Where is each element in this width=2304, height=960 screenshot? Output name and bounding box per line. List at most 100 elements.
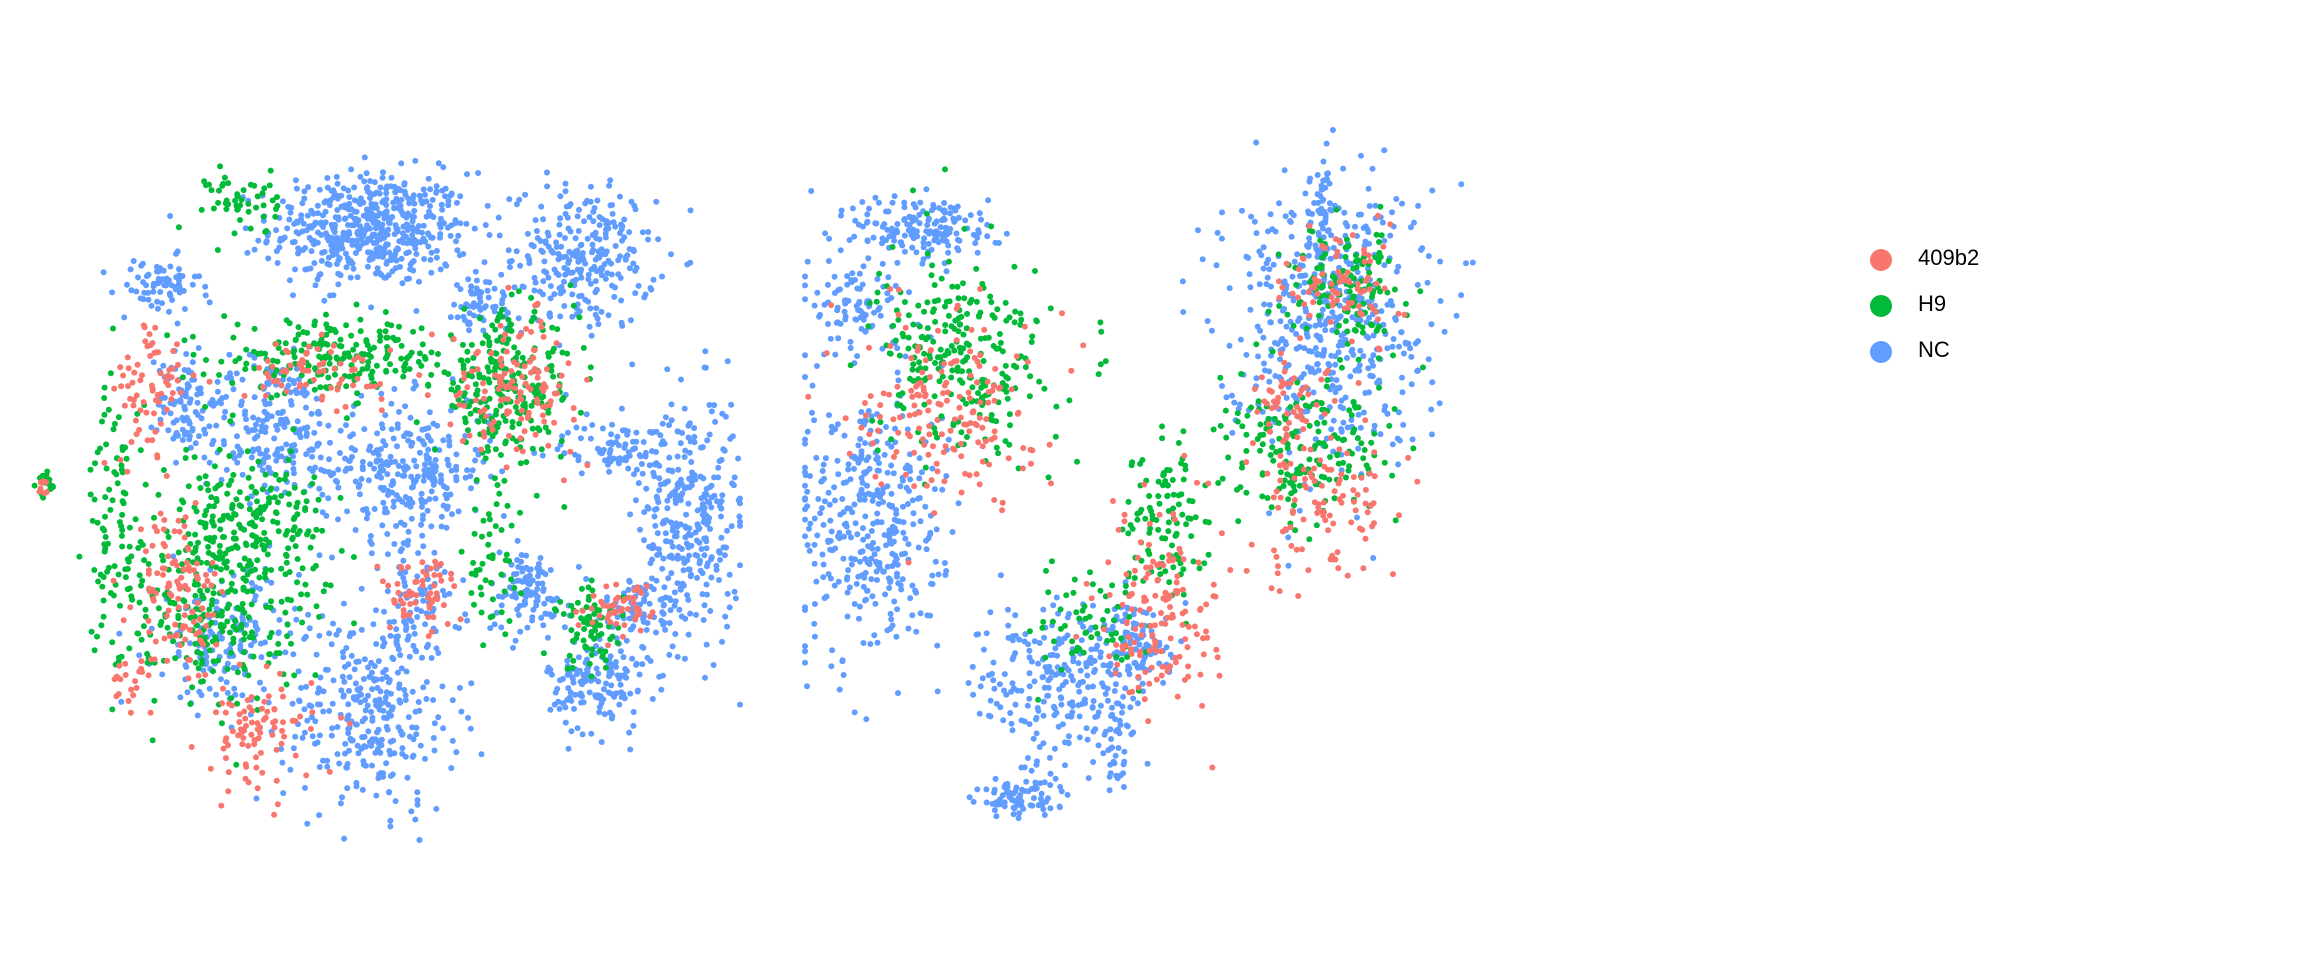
point-nc: [551, 701, 558, 708]
point-409b2: [190, 618, 197, 625]
point-nc: [606, 468, 613, 475]
point-nc: [388, 400, 395, 407]
point-nc: [658, 686, 665, 693]
point-409b2: [127, 395, 134, 402]
point-nc: [361, 426, 368, 433]
point-409b2: [157, 370, 164, 377]
point-nc: [378, 474, 385, 481]
point-h9: [285, 490, 292, 497]
point-nc: [899, 576, 906, 583]
point-nc: [708, 504, 715, 511]
point-h9: [511, 584, 518, 591]
point-nc: [286, 277, 293, 284]
point-nc: [473, 285, 480, 292]
point-nc: [510, 644, 516, 651]
point-h9: [494, 337, 501, 344]
point-409b2: [609, 602, 615, 609]
point-nc: [447, 192, 454, 199]
point-nc: [720, 544, 727, 551]
point-409b2: [179, 625, 186, 632]
point-h9: [248, 483, 255, 490]
point-nc: [337, 427, 344, 434]
point-nc: [700, 617, 707, 623]
point-h9: [240, 636, 247, 643]
point-nc: [565, 225, 572, 232]
point-h9: [282, 609, 289, 616]
point-nc: [561, 624, 568, 631]
point-nc: [889, 502, 896, 509]
point-nc: [326, 630, 333, 637]
point-409b2: [330, 342, 337, 349]
point-409b2: [125, 383, 131, 390]
point-nc: [286, 376, 293, 383]
point-nc: [383, 715, 390, 722]
point-409b2: [637, 627, 644, 634]
point-nc: [410, 642, 417, 649]
point-409b2: [209, 559, 216, 566]
point-nc: [524, 624, 531, 631]
point-nc: [888, 538, 895, 545]
point-h9: [467, 410, 474, 417]
point-409b2: [488, 350, 495, 357]
point-nc: [306, 625, 313, 632]
point-409b2: [220, 685, 226, 692]
point-nc: [264, 411, 271, 418]
point-h9: [588, 629, 595, 635]
point-h9: [486, 339, 493, 345]
point-nc: [708, 494, 715, 501]
point-nc: [813, 454, 820, 461]
point-nc: [916, 211, 923, 218]
point-h9: [428, 371, 435, 378]
point-nc: [412, 708, 419, 715]
point-409b2: [433, 563, 440, 570]
point-nc: [165, 427, 172, 434]
point-409b2: [148, 656, 155, 663]
point-nc: [544, 169, 550, 176]
point-nc: [442, 491, 449, 498]
point-nc: [534, 235, 541, 242]
point-h9: [561, 504, 568, 510]
point-409b2: [174, 341, 180, 348]
point-nc: [676, 606, 683, 613]
point-nc: [847, 476, 854, 483]
series-nc-right: [802, 127, 1476, 822]
point-nc: [445, 461, 452, 468]
point-h9: [387, 361, 393, 368]
point-nc: [301, 195, 308, 202]
point-409b2: [619, 605, 625, 612]
point-h9: [139, 577, 146, 584]
point-h9: [512, 404, 519, 410]
point-nc: [330, 620, 336, 627]
point-nc: [692, 476, 699, 483]
point-h9: [489, 322, 496, 329]
point-nc: [719, 410, 726, 417]
point-nc: [588, 332, 595, 339]
point-nc: [644, 620, 651, 626]
point-h9: [200, 595, 207, 602]
point-h9: [251, 348, 257, 355]
point-nc: [651, 513, 658, 520]
point-nc: [860, 525, 866, 532]
point-nc: [524, 230, 531, 237]
point-nc: [874, 577, 880, 583]
point-nc: [140, 279, 147, 286]
point-h9: [276, 650, 283, 657]
point-h9: [282, 340, 289, 347]
point-h9: [474, 387, 481, 394]
point-nc: [862, 440, 868, 447]
point-nc: [388, 174, 395, 181]
point-409b2: [271, 724, 278, 731]
point-nc: [843, 520, 849, 527]
point-nc: [239, 692, 246, 699]
point-nc: [406, 237, 413, 244]
point-nc: [913, 228, 920, 235]
point-nc: [344, 785, 351, 792]
point-nc: [674, 555, 681, 562]
point-nc: [686, 552, 692, 559]
point-h9: [574, 599, 581, 606]
point-nc: [848, 561, 855, 568]
point-409b2: [461, 402, 467, 409]
point-nc: [672, 496, 679, 503]
point-nc: [336, 450, 343, 456]
point-nc: [308, 446, 315, 453]
